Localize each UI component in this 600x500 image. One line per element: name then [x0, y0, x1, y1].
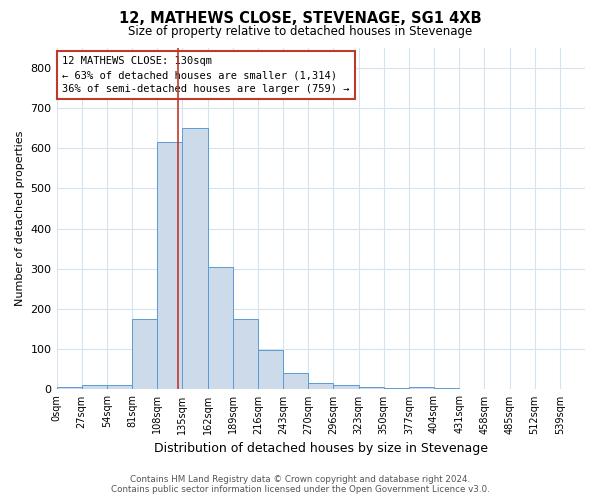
- Bar: [182, 128, 208, 390]
- Bar: [107, 384, 132, 390]
- Y-axis label: Number of detached properties: Number of detached properties: [15, 131, 25, 306]
- Bar: [56, 386, 82, 390]
- Bar: [233, 319, 258, 390]
- Bar: [82, 384, 107, 390]
- Bar: [383, 388, 409, 390]
- Text: 12 MATHEWS CLOSE: 130sqm
← 63% of detached houses are smaller (1,314)
36% of sem: 12 MATHEWS CLOSE: 130sqm ← 63% of detach…: [62, 56, 349, 94]
- Text: Contains HM Land Registry data © Crown copyright and database right 2024.
Contai: Contains HM Land Registry data © Crown c…: [110, 474, 490, 494]
- Bar: [208, 266, 233, 390]
- Text: 12, MATHEWS CLOSE, STEVENAGE, SG1 4XB: 12, MATHEWS CLOSE, STEVENAGE, SG1 4XB: [119, 11, 481, 26]
- Bar: [283, 372, 308, 390]
- Bar: [409, 386, 434, 390]
- Bar: [258, 350, 283, 390]
- Bar: [308, 384, 334, 390]
- Bar: [359, 388, 383, 390]
- Bar: [157, 142, 182, 390]
- Bar: [334, 386, 359, 390]
- Text: Size of property relative to detached houses in Stevenage: Size of property relative to detached ho…: [128, 24, 472, 38]
- Bar: [434, 388, 459, 390]
- X-axis label: Distribution of detached houses by size in Stevenage: Distribution of detached houses by size …: [154, 442, 488, 455]
- Bar: [132, 319, 157, 390]
